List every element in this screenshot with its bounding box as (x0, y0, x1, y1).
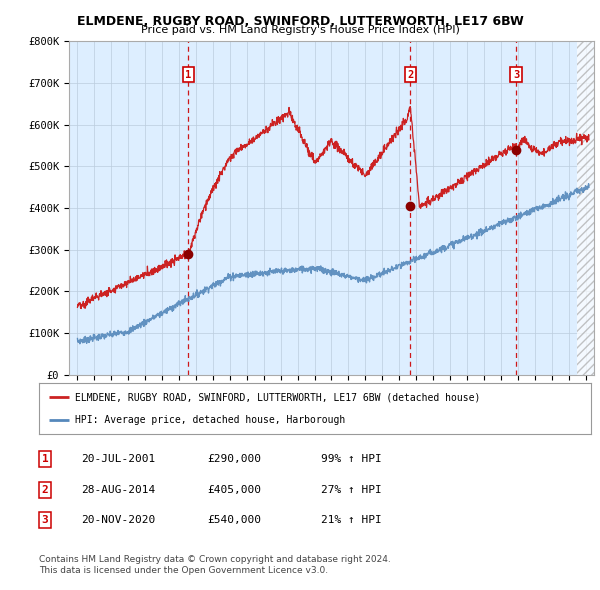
Text: HPI: Average price, detached house, Harborough: HPI: Average price, detached house, Harb… (75, 415, 345, 425)
Text: 1: 1 (185, 70, 191, 80)
Text: £405,000: £405,000 (207, 485, 261, 494)
Text: 3: 3 (41, 516, 49, 525)
Text: 99% ↑ HPI: 99% ↑ HPI (321, 454, 382, 464)
Text: 3: 3 (513, 70, 519, 80)
Text: 2: 2 (41, 485, 49, 494)
Bar (577, 41, 594, 375)
Text: Price paid vs. HM Land Registry's House Price Index (HPI): Price paid vs. HM Land Registry's House … (140, 25, 460, 35)
Text: £290,000: £290,000 (207, 454, 261, 464)
Text: £540,000: £540,000 (207, 516, 261, 525)
Text: This data is licensed under the Open Government Licence v3.0.: This data is licensed under the Open Gov… (39, 566, 328, 575)
Text: 28-AUG-2014: 28-AUG-2014 (81, 485, 155, 494)
Text: ELMDENE, RUGBY ROAD, SWINFORD, LUTTERWORTH, LE17 6BW: ELMDENE, RUGBY ROAD, SWINFORD, LUTTERWOR… (77, 15, 523, 28)
Text: 21% ↑ HPI: 21% ↑ HPI (321, 516, 382, 525)
Text: 27% ↑ HPI: 27% ↑ HPI (321, 485, 382, 494)
Text: 1: 1 (41, 454, 49, 464)
Text: 2: 2 (407, 70, 413, 80)
Text: 20-JUL-2001: 20-JUL-2001 (81, 454, 155, 464)
Text: 20-NOV-2020: 20-NOV-2020 (81, 516, 155, 525)
Text: Contains HM Land Registry data © Crown copyright and database right 2024.: Contains HM Land Registry data © Crown c… (39, 555, 391, 563)
Text: ELMDENE, RUGBY ROAD, SWINFORD, LUTTERWORTH, LE17 6BW (detached house): ELMDENE, RUGBY ROAD, SWINFORD, LUTTERWOR… (75, 392, 480, 402)
